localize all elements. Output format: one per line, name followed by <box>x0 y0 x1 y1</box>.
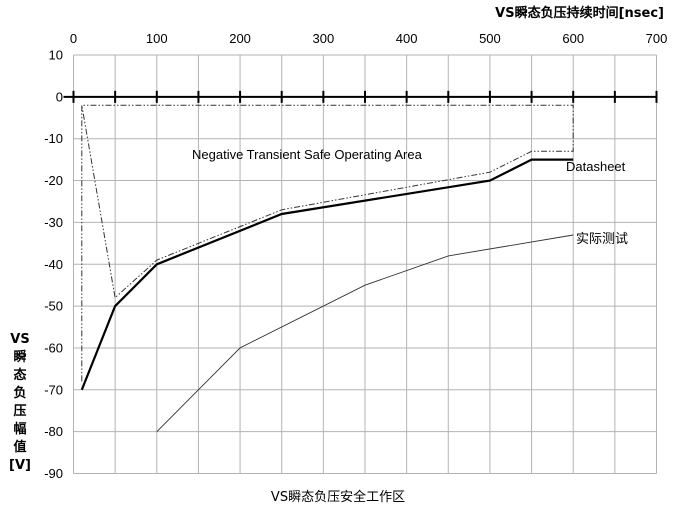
x-axis-label: VS瞬态负压持续时间[nsec] <box>495 5 664 21</box>
y-tick-label: -10 <box>44 131 63 146</box>
y-axis-label-line: 幅 <box>13 421 26 437</box>
y-tick-label: -60 <box>44 340 63 355</box>
y-axis-label-line: [V] <box>9 458 31 473</box>
y-tick-label: -50 <box>44 299 63 314</box>
y-tick-label: -90 <box>44 466 63 481</box>
series-line-dash-dot <box>81 104 574 382</box>
annotation: Negative Transient Safe Operating Area <box>192 147 423 162</box>
x-tick-label: 300 <box>313 31 335 46</box>
y-tick-label: -30 <box>44 215 63 230</box>
x-tick-label: 100 <box>146 31 168 46</box>
x-tick-label: 700 <box>646 31 668 46</box>
y-tick-label: -70 <box>44 382 63 397</box>
x-tick-label: 200 <box>229 31 251 46</box>
y-tick-label: -40 <box>44 257 63 272</box>
x-tick-label: 0 <box>70 31 77 46</box>
series-line-datasheet <box>80 158 574 391</box>
grid: 10 0 -10 -20 -30 -40 -50 -60 -70 -80 -90 <box>44 48 657 481</box>
y-axis-label-line: 负 <box>13 385 26 401</box>
y-axis-label-line: VS <box>10 332 29 347</box>
y-tick-label: -20 <box>44 173 63 188</box>
x-tick-label: 500 <box>479 31 501 46</box>
y-axis-label-line: 态 <box>13 367 26 383</box>
series-line-measured <box>156 234 574 433</box>
y-tick-label: -80 <box>44 424 63 439</box>
series-label-datasheet: Datasheet <box>566 159 626 174</box>
y-axis-label-line: 压 <box>13 404 26 419</box>
y-tick-label: 0 <box>56 89 63 104</box>
chart-title: VS瞬态负压安全工作区 <box>271 489 405 505</box>
x-axis: 0 100 200 300 400 500 600 700 <box>63 31 668 103</box>
x-tick-label: 600 <box>562 31 584 46</box>
x-tick-label: 400 <box>396 31 418 46</box>
y-axis-label-line: 瞬 <box>13 349 26 365</box>
y-axis-label-line: 值 <box>13 439 26 455</box>
labels: VS瞬态负压持续时间[nsec] Negative Transient Safe… <box>192 5 664 505</box>
series-group <box>80 104 574 433</box>
series-label-measured: 实际测试 <box>576 232 628 247</box>
y-tick-label: 10 <box>49 48 63 63</box>
